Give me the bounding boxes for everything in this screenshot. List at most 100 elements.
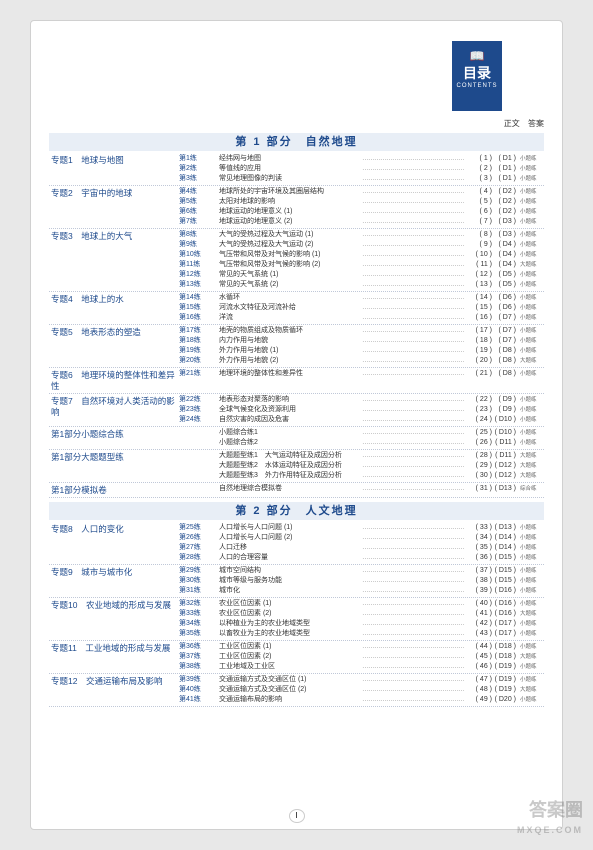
row-type: 小题练 (516, 428, 544, 438)
row-title: 工业区位因素 (2) (219, 652, 362, 662)
row-answer: ( D2 ) (492, 187, 516, 197)
row-answer: ( D13 ) (492, 484, 516, 494)
toc-row: 第11练气压带和风带及对气候的影响 (2) ……………………………………………(… (179, 260, 544, 270)
watermark-sub: MXQE.COM (517, 820, 583, 840)
toc-row: 第12练常见的天气系统 (1) ……………………………………………( 12 )(… (179, 270, 544, 280)
row-type: 小题练 (516, 174, 544, 184)
row-type: 大题练 (516, 652, 544, 662)
row-dots: …………………………………………… (362, 207, 464, 217)
toc-row: 第41练交通运输布局的影响 ……………………………………………( 49 )( D… (179, 695, 544, 705)
row-number: 第3练 (179, 174, 219, 184)
row-number: 第38练 (179, 662, 219, 672)
topic-label: 专题12 交通运输布局及影响 (49, 675, 179, 705)
row-page: ( 26 ) (464, 438, 492, 448)
topic-label: 专题10 农业地域的形成与发展 (49, 599, 179, 639)
row-page: ( 39 ) (464, 586, 492, 596)
row-page: ( 41 ) (464, 609, 492, 619)
topic-label: 第1部分大题题型练 (49, 451, 179, 481)
row-answer: ( D19 ) (492, 662, 516, 672)
row-dots: …………………………………………… (362, 695, 464, 705)
row-number: 第26练 (179, 533, 219, 543)
row-type: 小题练 (516, 336, 544, 346)
row-number: 第13练 (179, 280, 219, 290)
toc-row: 第3练常见地理图像的判读 ……………………………………………( 3 )( D1 … (179, 174, 544, 184)
row-type: 小题练 (516, 675, 544, 685)
row-page: ( 46 ) (464, 662, 492, 672)
row-title: 大气的受热过程及大气运动 (1) (219, 230, 362, 240)
row-page: ( 49 ) (464, 695, 492, 705)
topic-label: 专题1 地球与地图 (49, 154, 179, 184)
row-answer: ( D18 ) (492, 652, 516, 662)
toc-row: 第6练地球运动的地理意义 (1) ……………………………………………( 6 )(… (179, 207, 544, 217)
row-dots: …………………………………………… (362, 326, 464, 336)
row-page: ( 37 ) (464, 566, 492, 576)
row-answer: ( D11 ) (492, 438, 516, 448)
row-answer: ( D8 ) (492, 356, 516, 366)
row-dots: …………………………………………… (362, 313, 464, 323)
row-type: 小题练 (516, 553, 544, 563)
topic-rows: 第32练农业区位因素 (1) ……………………………………………( 40 )( … (179, 599, 544, 639)
row-dots: …………………………………………… (362, 260, 464, 270)
row-title: 外力作用与地貌 (2) (219, 356, 362, 366)
row-dots: …………………………………………… (362, 356, 464, 366)
row-title: 地表形态对聚落的影响 (219, 395, 362, 405)
topic-block: 专题2 宇宙中的地球第4练地球所处的宇宙环境及其圈层结构 ……………………………… (49, 186, 544, 229)
row-dots: …………………………………………… (362, 217, 464, 227)
topic-block: 专题7 自然环境对人类活动的影响第22练地表形态对聚落的影响 ………………………… (49, 394, 544, 427)
row-page: ( 40 ) (464, 599, 492, 609)
topic-label: 第1部分模拟卷 (49, 484, 179, 496)
row-title: 城市化 (219, 586, 362, 596)
row-page: ( 38 ) (464, 576, 492, 586)
row-dots: …………………………………………… (362, 609, 464, 619)
row-type: 小题练 (516, 566, 544, 576)
row-answer: ( D14 ) (492, 533, 516, 543)
topic-block: 专题11 工业地域的形成与发展第36练工业区位因素 (1) …………………………… (49, 641, 544, 674)
row-title: 人口增长与人口问题 (1) (219, 523, 362, 533)
row-page: ( 18 ) (464, 336, 492, 346)
topic-label: 专题7 自然环境对人类活动的影响 (49, 395, 179, 425)
toc-row: 第29练城市空间结构 ……………………………………………( 37 )( D15 … (179, 566, 544, 576)
row-number: 第11练 (179, 260, 219, 270)
toc-row: 第26练人口增长与人口问题 (2) ……………………………………………( 34 … (179, 533, 544, 543)
row-type: 小题练 (516, 543, 544, 553)
toc-row: 第2练等值线的应用 ……………………………………………( 2 )( D1 )小题… (179, 164, 544, 174)
row-answer: ( D12 ) (492, 461, 516, 471)
row-answer: ( D19 ) (492, 685, 516, 695)
toc-row: 第37练工业区位因素 (2) ……………………………………………( 45 )( … (179, 652, 544, 662)
row-type: 小题练 (516, 619, 544, 629)
toc-row: 第36练工业区位因素 (1) ……………………………………………( 44 )( … (179, 642, 544, 652)
row-dots: …………………………………………… (362, 642, 464, 652)
toc-row: 第1练经纬网与地图 ……………………………………………( 1 )( D1 )小题… (179, 154, 544, 164)
row-answer: ( D5 ) (492, 280, 516, 290)
topic-block: 第1部分大题题型练大题题型练1 大气运动特征及成因分析 ………………………………… (49, 450, 544, 483)
row-title: 小题综合练1 (219, 428, 362, 438)
row-number: 第37练 (179, 652, 219, 662)
row-answer: ( D18 ) (492, 642, 516, 652)
row-dots: …………………………………………… (362, 369, 464, 379)
row-type: 小题练 (516, 154, 544, 164)
row-type: 大题练 (516, 461, 544, 471)
toc-row: 第17练地壳的物质组成及物质循环 ……………………………………………( 17 )… (179, 326, 544, 336)
toc-row: 第7练地球运动的地理意义 (2) ……………………………………………( 7 )(… (179, 217, 544, 227)
row-dots: …………………………………………… (362, 197, 464, 207)
toc-body: 第 1 部分 自然地理专题1 地球与地图第1练经纬网与地图 …………………………… (49, 133, 544, 707)
toc-row: 第38练工业地域及工业区 ……………………………………………( 46 )( D1… (179, 662, 544, 672)
row-dots: …………………………………………… (362, 280, 464, 290)
row-dots: …………………………………………… (362, 675, 464, 685)
row-page: ( 33 ) (464, 523, 492, 533)
row-answer: ( D7 ) (492, 336, 516, 346)
row-dots: …………………………………………… (362, 240, 464, 250)
row-answer: ( D7 ) (492, 313, 516, 323)
row-answer: ( D3 ) (492, 217, 516, 227)
part-title: 第 1 部分 自然地理 (49, 133, 544, 151)
row-dots: …………………………………………… (362, 187, 464, 197)
row-page: ( 6 ) (464, 207, 492, 217)
row-dots: …………………………………………… (362, 599, 464, 609)
watermark: 答案圈 MXQE.COM (517, 800, 583, 840)
column-header: 正文 答案 (49, 118, 544, 129)
row-answer: ( D11 ) (492, 451, 516, 461)
row-title: 工业区位因素 (1) (219, 642, 362, 652)
row-number: 第24练 (179, 415, 219, 425)
row-number: 第1练 (179, 154, 219, 164)
row-answer: ( D3 ) (492, 230, 516, 240)
